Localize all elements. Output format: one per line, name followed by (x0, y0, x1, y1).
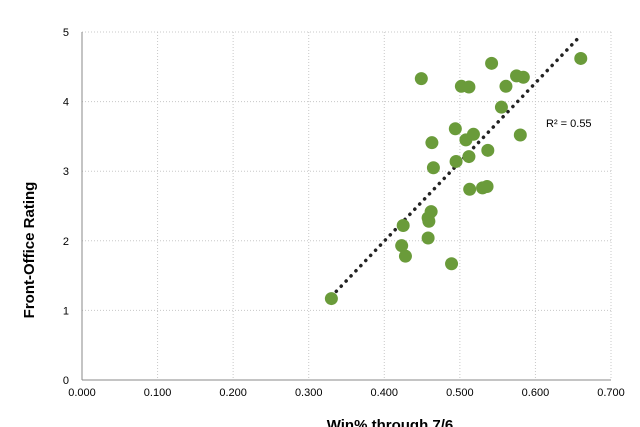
x-tick-label: 0.400 (371, 387, 399, 399)
x-tick-label: 0.500 (446, 387, 474, 399)
x-tick-label: 0.000 (68, 387, 96, 399)
data-point (425, 136, 439, 150)
data-point (422, 214, 436, 228)
data-point (463, 182, 477, 196)
data-point (462, 150, 476, 164)
data-point (516, 70, 530, 84)
data-point (445, 257, 459, 271)
data-point (421, 231, 435, 245)
x-axis-title: Win% through 7/6 (327, 417, 454, 427)
y-tick-label: 5 (63, 27, 69, 39)
x-tick-label: 0.600 (522, 387, 550, 399)
y-tick-label: 3 (63, 166, 69, 178)
data-point (398, 249, 412, 263)
data-point (574, 51, 588, 65)
data-point (513, 128, 527, 142)
x-tick-label: 0.100 (144, 387, 172, 399)
data-point (395, 239, 409, 253)
data-point (396, 218, 410, 232)
y-tick-label: 2 (63, 236, 69, 248)
data-point (485, 56, 499, 70)
data-point (499, 79, 513, 93)
r-squared-annotation: R² = 0.55 (546, 118, 592, 130)
x-tick-label: 0.300 (295, 387, 323, 399)
x-tick-label: 0.700 (597, 387, 625, 399)
data-point (466, 127, 480, 141)
axes (81, 32, 611, 381)
data-point (481, 143, 495, 157)
data-point (480, 180, 494, 194)
y-tick-label: 0 (63, 375, 69, 387)
tick-labels: 0.000 0.100 0.200 0.300 0.400 0.500 0.600 0.700… (63, 27, 625, 399)
y-axis-title: Front-Office Rating (21, 182, 38, 319)
grid (82, 31, 612, 380)
data-point (414, 72, 428, 86)
data-point (448, 122, 462, 136)
x-tick-label: 0.200 (219, 387, 247, 399)
data-point (449, 154, 463, 168)
y-tick-label: 4 (63, 97, 69, 109)
data-point (426, 161, 440, 175)
data-point (462, 80, 476, 94)
data-point (494, 100, 508, 114)
y-tick-label: 1 (63, 305, 69, 317)
data-points (324, 51, 588, 306)
data-point (324, 292, 338, 306)
data-point (424, 205, 438, 219)
